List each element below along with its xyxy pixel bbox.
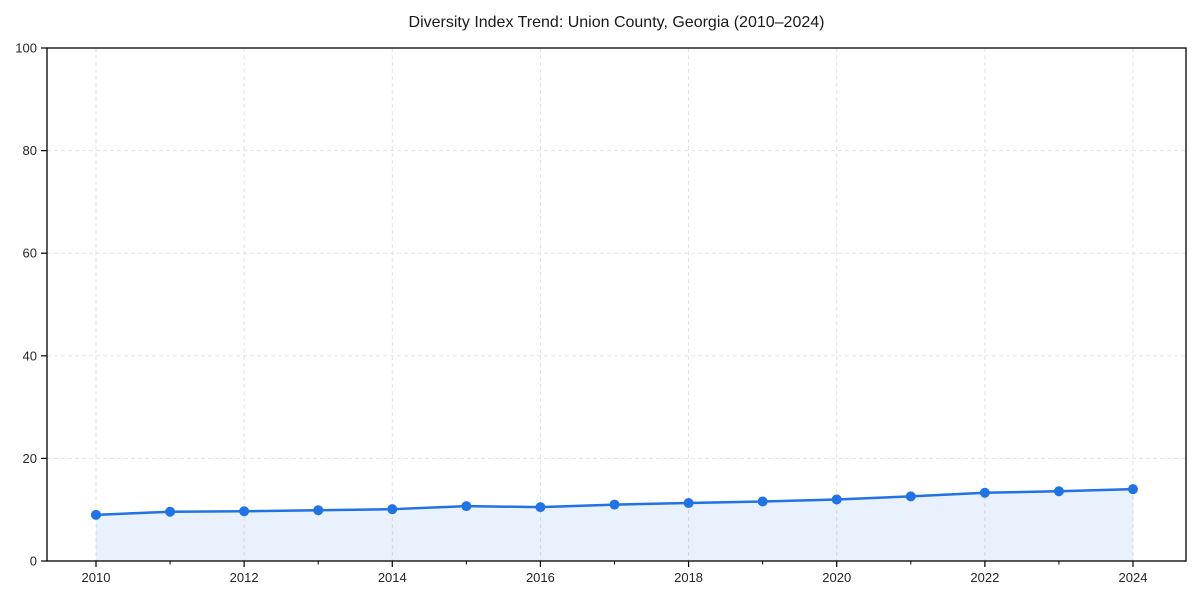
plot-frame [46,47,1187,562]
y-tick-label: 40 [23,348,37,363]
y-tick-label: 80 [23,143,37,158]
x-tick-label: 2010 [82,570,111,585]
area-fill [96,489,1133,561]
data-point [905,491,916,502]
data-point [1128,484,1138,495]
data-point [239,506,250,517]
y-tick-label: 20 [23,451,37,466]
data-point [757,496,768,507]
data-point [313,505,324,516]
x-tick-label: 2024 [1119,570,1148,585]
chart-title: Diversity Index Trend: Union County, Geo… [408,14,825,31]
x-tick-label: 2014 [378,570,407,585]
x-tick-label: 2020 [822,570,851,585]
data-point [1053,486,1064,497]
data-point [165,506,176,517]
data-point [91,509,101,520]
y-tick-label: 0 [30,554,37,569]
data-point [609,499,620,510]
y-tick-label: 100 [15,41,37,56]
data-point [387,504,398,515]
data-point [979,487,990,498]
data-point [683,498,694,509]
data-point [831,494,842,505]
x-tick-label: 2022 [970,570,999,585]
data-point [461,501,472,512]
x-tick-label: 2018 [674,570,703,585]
x-tick-label: 2016 [526,570,555,585]
data-point [535,502,546,513]
x-tick-label: 2012 [230,570,259,585]
y-tick-label: 60 [23,246,37,261]
